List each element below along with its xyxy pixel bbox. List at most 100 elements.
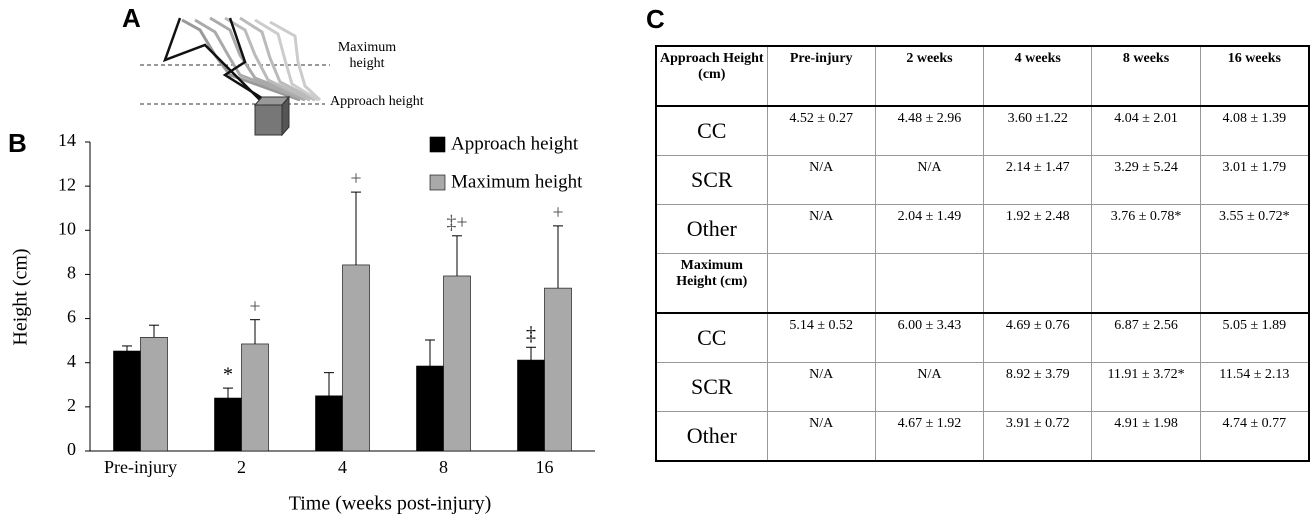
- significance-marker: +: [249, 295, 260, 317]
- table-row: CC 4.52 ± 0.27 4.48 ± 2.96 3.60 ±1.22 4.04 ±…: [655, 105, 1310, 156]
- y-tick-label: 8: [67, 263, 76, 283]
- table-cell: 3.01 ± 1.79: [1199, 155, 1310, 205]
- x-tick-label: Pre-injury: [104, 457, 177, 477]
- table-cell: 5.05 ± 1.89: [1199, 312, 1310, 363]
- table-cell: [766, 253, 876, 314]
- header-row: Approach Height (cm) Pre-injury 2 weeks 4 w…: [655, 45, 1310, 107]
- table-cell: 4.48 ± 2.96: [874, 105, 985, 156]
- significance-marker: +: [350, 168, 361, 190]
- table-cell: Approach Height (cm): [655, 45, 768, 107]
- table-cell: 16 weeks: [1199, 45, 1310, 107]
- table-row: Other N/A 4.67 ± 1.92 3.91 ± 0.72 4.91 ± 1.9…: [655, 411, 1310, 462]
- table-cell: [1199, 253, 1310, 314]
- table-cell: SCR: [655, 155, 768, 205]
- table-cell: 4.04 ± 2.01: [1091, 105, 1201, 156]
- table-cell: 4 weeks: [983, 45, 1093, 107]
- y-tick-label: 10: [58, 218, 76, 238]
- table-cell: 8.92 ± 3.79: [983, 362, 1093, 412]
- bar: [241, 343, 269, 452]
- x-tick-label: 4: [338, 457, 347, 477]
- bar: [140, 337, 168, 452]
- x-tick-label: 16: [536, 457, 554, 477]
- table-cell: 2.14 ± 1.47: [983, 155, 1093, 205]
- table-cell: N/A: [766, 362, 876, 412]
- chart: A B 0 2 4 6 8 10 12 14 Height (cm) Time (weeks po…: [8, 3, 595, 515]
- table-cell: N/A: [874, 155, 985, 205]
- table-cell: 4.52 ± 0.27: [766, 105, 876, 156]
- y-tick-label: 4: [67, 351, 76, 371]
- legend-swatch: [429, 136, 446, 153]
- panel-label: A: [122, 3, 141, 33]
- bar: [214, 397, 242, 452]
- table-cell: 6.87 ± 2.56: [1091, 312, 1201, 363]
- table-cell: 3.29 ± 5.24: [1091, 155, 1201, 205]
- table-cell: SCR: [655, 362, 768, 412]
- y-tick-label: 2: [67, 395, 76, 415]
- y-tick-label: 0: [67, 439, 76, 459]
- significance-marker: *: [223, 364, 233, 386]
- legend-label: Approach height: [451, 133, 579, 154]
- table-cell: 4.67 ± 1.92: [874, 411, 985, 462]
- table-cell: N/A: [766, 204, 876, 254]
- bar: [416, 365, 444, 452]
- header-row: Maximum Height (cm): [655, 253, 1310, 314]
- table-row: SCR N/A N/A 8.92 ± 3.79 11.91 ± 3.72* 11.54 ±…: [655, 362, 1310, 412]
- table-cell: 11.91 ± 3.72*: [1091, 362, 1201, 412]
- x-axis-title: Time (weeks post-injury): [289, 493, 492, 515]
- x-tick-label: 2: [237, 457, 246, 477]
- table-cell: Maximum Height (cm): [655, 253, 768, 314]
- table-cell: 4.08 ± 1.39: [1199, 105, 1310, 156]
- y-tick-label: 12: [58, 174, 76, 194]
- table-cell: 8 weeks: [1091, 45, 1201, 107]
- table-row: CC 5.14 ± 0.52 6.00 ± 3.43 4.69 ± 0.76 6.87 …: [655, 312, 1310, 363]
- diagram: [140, 16, 330, 137]
- diagram-label: Approach height: [330, 94, 424, 109]
- table-cell: CC: [655, 105, 768, 156]
- table-cell: Other: [655, 204, 768, 254]
- table-cell: Other: [655, 411, 768, 462]
- data-table: Approach Height (cm) Pre-injury 2 weeks 4 w…: [655, 45, 1310, 462]
- table-cell: 2.04 ± 1.49: [874, 204, 985, 254]
- x-tick-label: 8: [439, 457, 448, 477]
- y-axis-title: Height (cm): [10, 248, 32, 345]
- legend-swatch: [429, 174, 446, 191]
- table-cell: [1091, 253, 1201, 314]
- table-cell: CC: [655, 312, 768, 363]
- table-cell: [874, 253, 985, 314]
- table-cell: 11.54 ± 2.13: [1199, 362, 1310, 412]
- table-cell: N/A: [874, 362, 985, 412]
- y-tick-label: 6: [67, 307, 76, 327]
- significance-marker: ‡+: [446, 211, 467, 233]
- bar: [113, 350, 141, 452]
- bar: [517, 359, 545, 452]
- panel-label: B: [8, 128, 27, 158]
- table-cell: 4.69 ± 0.76: [983, 312, 1093, 363]
- table-cell: Pre-injury: [766, 45, 876, 107]
- bar: [544, 287, 572, 452]
- table-cell: 3.91 ± 0.72: [983, 411, 1093, 462]
- table-cell: 5.14 ± 0.52: [766, 312, 876, 363]
- table-cell: 2 weeks: [874, 45, 985, 107]
- significance-marker: +: [552, 201, 563, 223]
- table-cell: N/A: [766, 155, 876, 205]
- table-cell: 3.76 ± 0.78*: [1091, 204, 1201, 254]
- table-row: SCR N/A N/A 2.14 ± 1.47 3.29 ± 5.24 3.01 ± 1.…: [655, 155, 1310, 205]
- bar: [315, 395, 343, 452]
- bar: [342, 264, 370, 452]
- significance-marker: ‡: [526, 323, 536, 345]
- table-row: Other N/A 2.04 ± 1.49 1.92 ± 2.48 3.76 ± 0.7…: [655, 204, 1310, 254]
- panel-label: C: [646, 4, 665, 34]
- table-cell: 4.91 ± 1.98: [1091, 411, 1201, 462]
- table-cell: 6.00 ± 3.43: [874, 312, 985, 363]
- bar: [443, 275, 471, 452]
- legend-label: Maximum height: [451, 171, 583, 192]
- table-cell: 1.92 ± 2.48: [983, 204, 1093, 254]
- y-tick-label: 14: [58, 130, 76, 150]
- table-cell: [983, 253, 1093, 314]
- diagram-label: Maximum height: [337, 40, 397, 71]
- table-cell: 4.74 ± 0.77: [1199, 411, 1310, 462]
- table-cell: 3.55 ± 0.72*: [1199, 204, 1310, 254]
- table-cell: N/A: [766, 411, 876, 462]
- table-cell: 3.60 ±1.22: [983, 105, 1093, 156]
